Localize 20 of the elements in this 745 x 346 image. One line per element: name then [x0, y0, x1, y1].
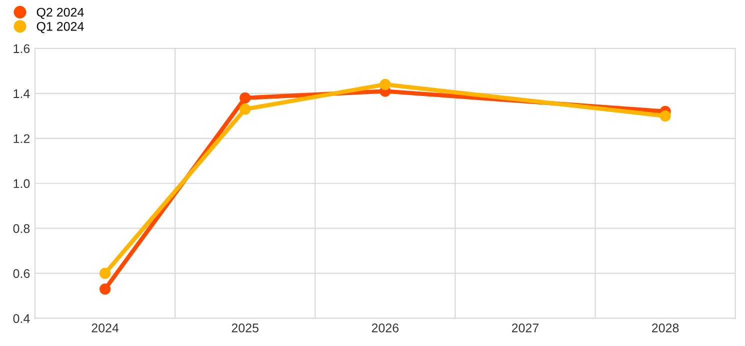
point — [240, 92, 251, 104]
y-tick-label: 1.0 — [14, 179, 30, 188]
y-tick-label: 0.4 — [13, 314, 30, 323]
y-tick-label: 1.6 — [14, 44, 30, 54]
point — [380, 78, 391, 90]
x-tick-label: 2027 — [512, 324, 539, 332]
point — [99, 268, 111, 279]
x-tick-label: 2024 — [92, 324, 119, 332]
legend-label: Q1 2024 — [36, 22, 84, 34]
y-tick-label: 0.8 — [13, 224, 30, 234]
x-tick-label: 2025 — [232, 324, 258, 332]
point — [660, 110, 671, 122]
point — [240, 104, 251, 115]
y-tick-label: 1.2 — [14, 134, 30, 143]
x-tick-label: 2026 — [372, 324, 399, 332]
y-tick-label: 1.4 — [14, 89, 30, 98]
legend-label: Q2 2024 — [36, 8, 84, 19]
y-tick-label: 0.6 — [13, 269, 30, 278]
point — [99, 284, 111, 295]
x-tick-label: 2028 — [652, 324, 679, 332]
